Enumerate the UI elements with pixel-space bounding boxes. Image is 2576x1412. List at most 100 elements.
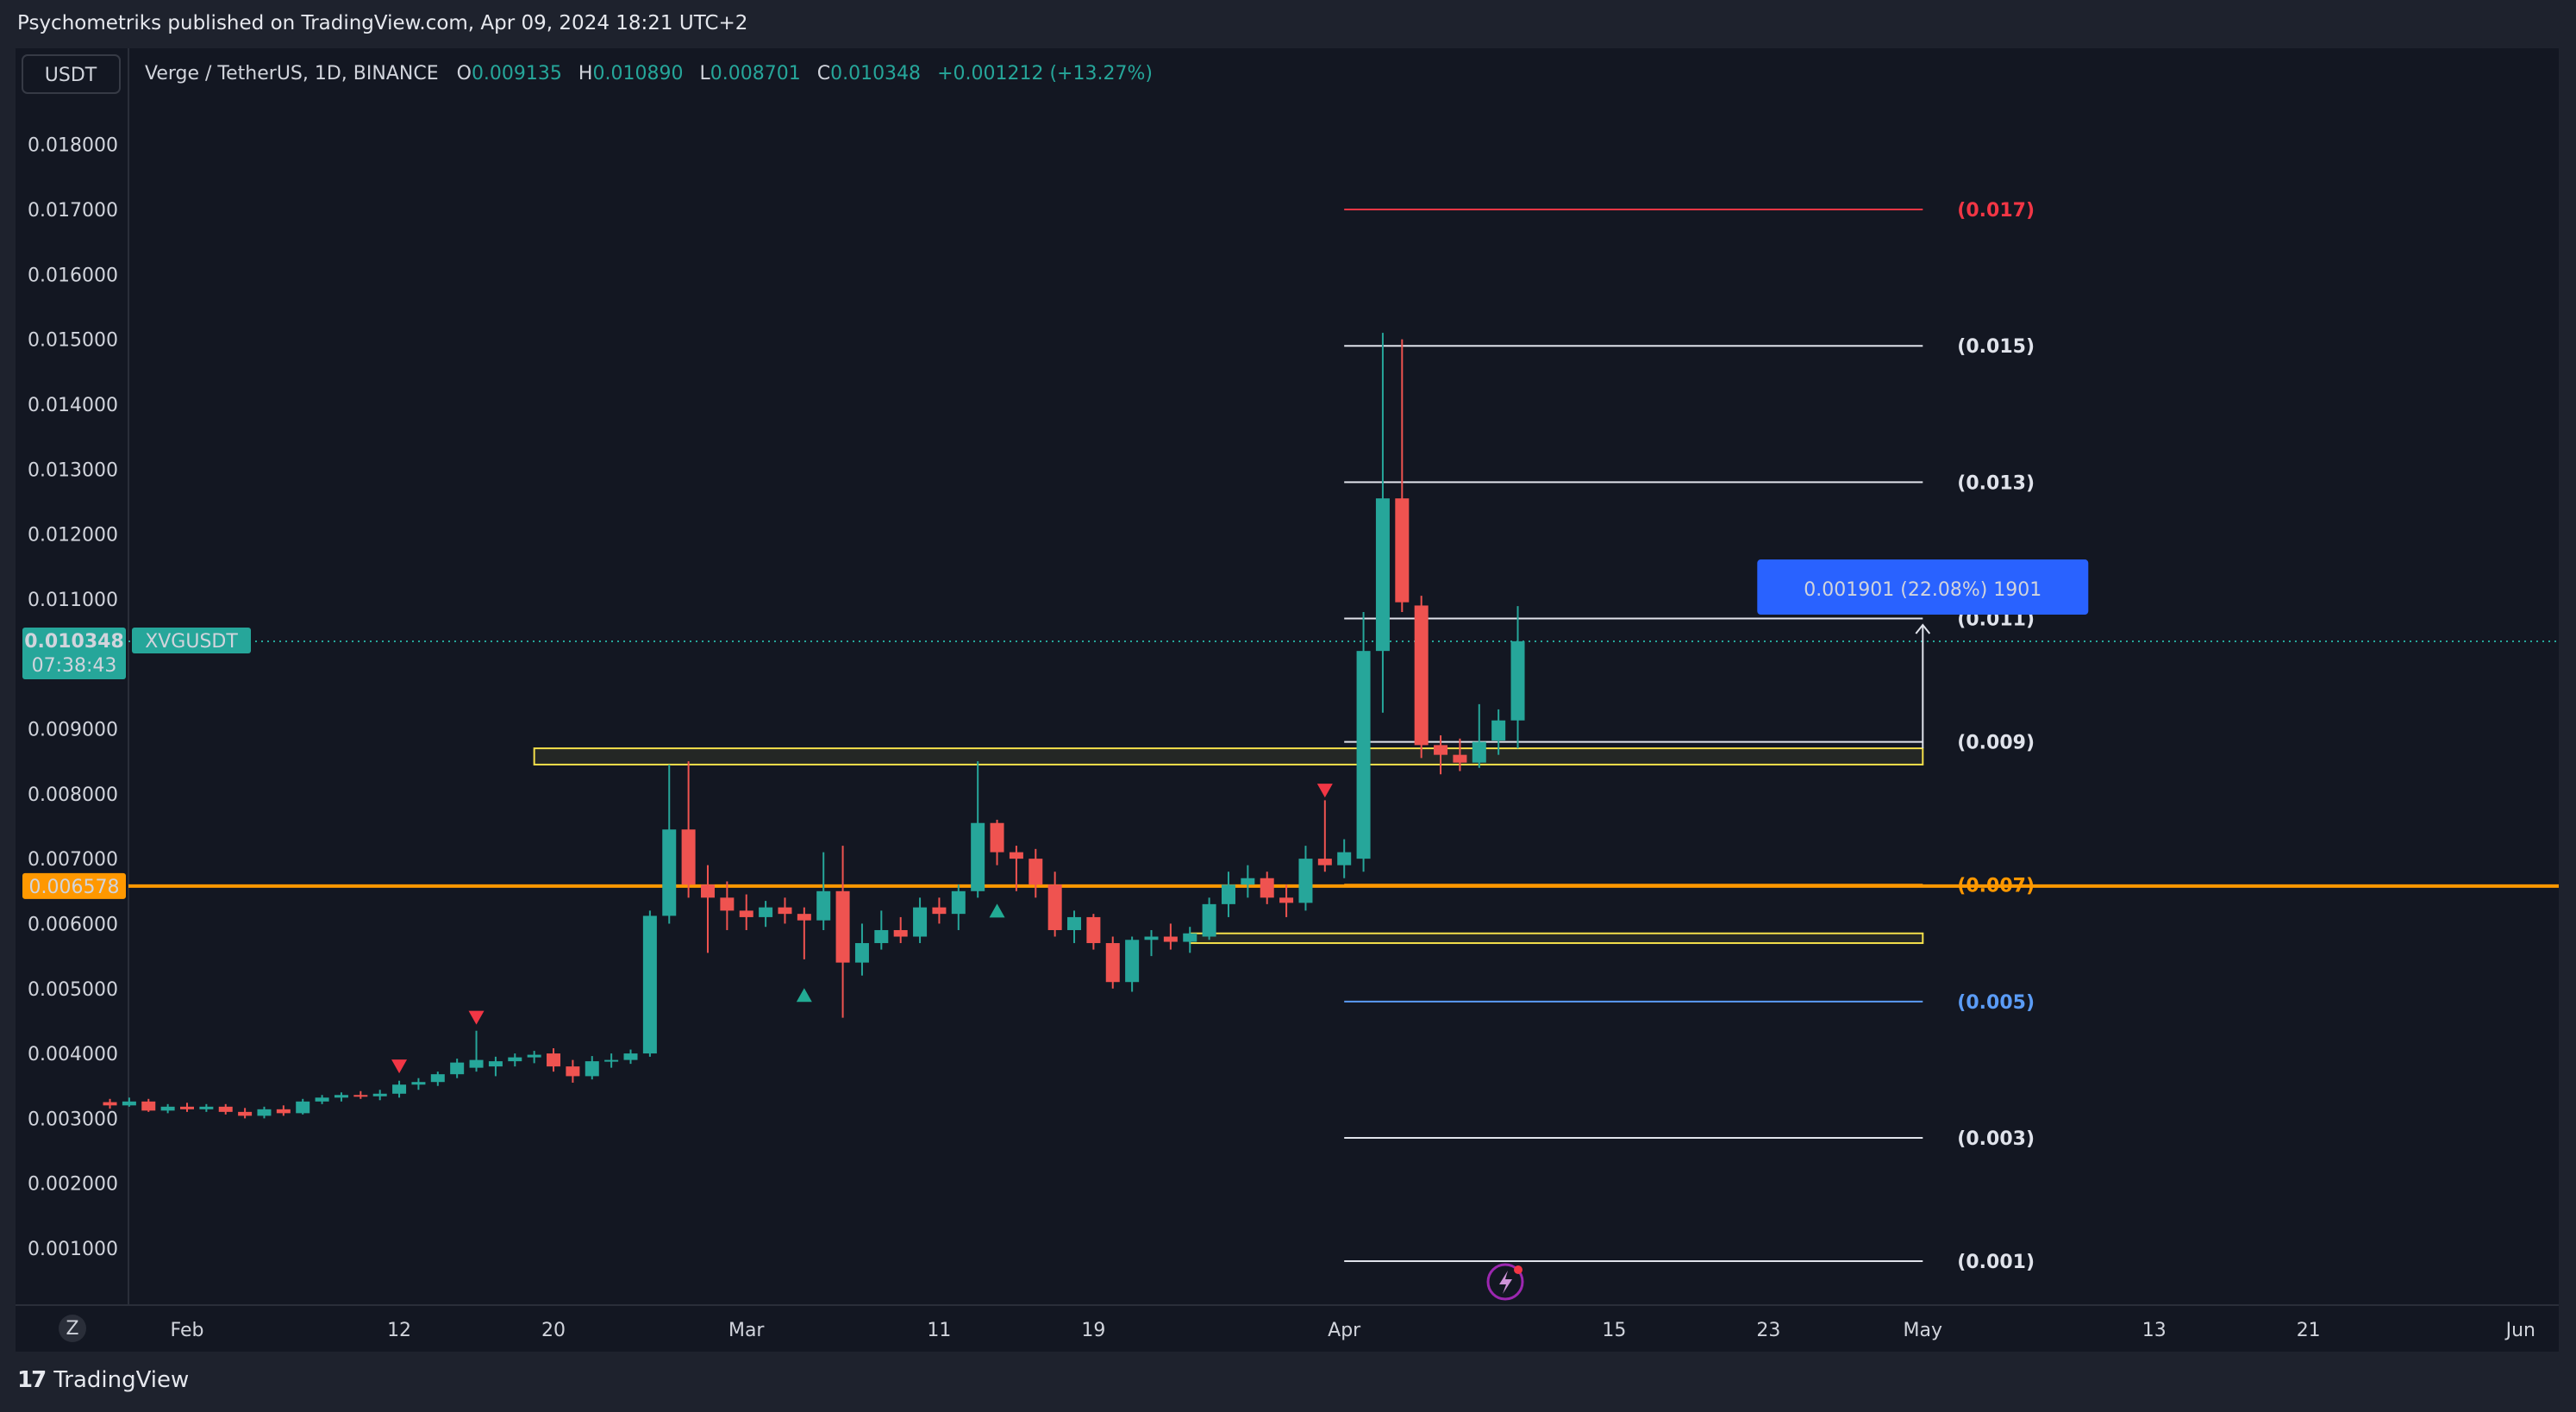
time-tick-label: Apr [1328,1320,1361,1341]
price-tick-label: 0.003000 [28,1109,118,1130]
candle-body [1067,916,1082,930]
candle-body [1260,878,1274,898]
price-tick-label: 0.005000 [28,979,118,1001]
candle-body [1453,754,1467,763]
tradingview-brand: TradingView [53,1367,190,1393]
candle-body [508,1057,522,1062]
candle-body [488,1061,503,1067]
publish-bar: Psychometriks published on TradingView.c… [0,0,2576,48]
measure-tool[interactable]: 0.001901 (22.08%) 1901 [1757,559,2089,749]
candle-body [238,1111,253,1116]
candle-body [1183,933,1197,942]
candle-body [604,1059,619,1062]
candle-body [778,907,792,915]
time-tick-label: 19 [1081,1320,1105,1341]
candle-body [759,907,773,917]
candle-body [1009,852,1023,859]
candle-body [372,1093,387,1096]
candle-body [469,1059,484,1068]
legend-c-label: C [817,63,830,84]
candle-body [141,1101,156,1111]
candle-body [1375,498,1390,652]
price-tick-label: 0.016000 [28,265,118,286]
fib-level-label: (0.017) [1957,200,2035,222]
legend-l-label: L [699,63,710,84]
candle-body [1086,916,1101,944]
tradingview-logo[interactable]: 17 TradingView [17,1367,189,1393]
candle-body [893,929,908,937]
legend-o-label: O [457,63,472,84]
time-axis[interactable]: Feb 12 20 Mar 11 19 Apr 15 23 May 13 21 Jun [171,1320,2535,1341]
candle-body [854,943,869,963]
fib-level-label: (0.003) [1957,1128,2035,1150]
price-tick-label: 0.013000 [28,459,118,481]
footer: 17 TradingView [0,1352,2576,1412]
candle-body [392,1084,407,1094]
price-tag-countdown: 07:38:43 [32,655,117,677]
lightning-alert-icon[interactable] [1486,1263,1524,1301]
support-zone [533,747,1924,765]
candle-body [315,1097,329,1102]
tradingview-logo-icon: 17 [17,1367,47,1393]
buy-signal-icon [989,903,1005,918]
z-button[interactable] [59,1315,86,1342]
candle-body [547,1053,561,1067]
candle-body [411,1082,426,1085]
measure-arrow [1915,623,1931,634]
candle-body [296,1101,310,1114]
chart-frame[interactable]: USDT Verge / TetherUS, 1D, BINANCE O0.00… [16,48,2559,1352]
price-tick-label: 0.014000 [28,395,118,416]
candle-body [566,1066,580,1077]
legend-high: 0.010890 [592,63,683,84]
candle-body [1047,884,1062,930]
current-price-tag: 0.010348 07:38:43 XVGUSDT [22,628,251,680]
candle-body [642,915,657,1054]
candle-body [1279,897,1294,903]
price-tick-label: 0.011000 [28,590,118,611]
buy-signal-icon [796,988,812,1003]
candle-body [1395,498,1410,603]
symbol-tag-box [132,628,251,654]
candle-body [450,1062,465,1075]
legend-h-label: H [578,63,593,84]
candle-body [276,1109,291,1114]
orange-price-tag: 0.006578 [22,872,126,899]
price-chart[interactable]: USDT Verge / TetherUS, 1D, BINANCE O0.00… [16,48,2559,1352]
fib-levels[interactable]: (0.017)(0.015)(0.013)(0.011)(0.009)(0.00… [128,200,2559,1273]
price-axis[interactable]: 0.018000 0.017000 0.016000 0.015000 0.014000… [28,135,118,1260]
price-tag-box [22,628,126,680]
candles[interactable] [103,333,1525,1119]
candle-body [1221,884,1235,904]
candle-body [160,1106,175,1111]
currency-button[interactable] [22,54,121,94]
legend-close: 0.010348 [830,63,921,84]
candle-body [913,907,928,937]
time-tick-label: 20 [541,1320,566,1341]
candle-body [932,907,947,915]
symbol-tag-label: XVGUSDT [145,631,238,653]
ohlc-legend: Verge / TetherUS, 1D, BINANCE O0.009135 … [145,63,1153,84]
time-tick-label: 11 [927,1320,951,1341]
price-tick-label: 0.001000 [28,1239,118,1260]
candle-body [951,890,966,915]
price-tag-value: 0.010348 [24,631,124,653]
candle-body [816,890,831,921]
fib-level-label: (0.009) [1957,733,2035,754]
candle-body [1298,859,1313,903]
candle-body [662,829,677,916]
time-tick-label: 13 [2142,1320,2166,1341]
support-zone [1189,932,1924,945]
sell-signal-icon [468,1010,485,1025]
price-tick-label: 0.015000 [28,330,118,352]
candle-body [1144,936,1159,940]
fib-level-label: (0.013) [1957,472,2035,494]
candle-body [103,1102,117,1106]
signals [391,784,1333,1074]
candle-body [180,1106,194,1109]
z-label: Z [66,1318,78,1340]
candle-body [990,822,1004,853]
legend-open: 0.009135 [472,63,562,84]
candle-body [874,929,889,944]
candle-body [700,884,715,898]
candle-body [1434,745,1448,755]
